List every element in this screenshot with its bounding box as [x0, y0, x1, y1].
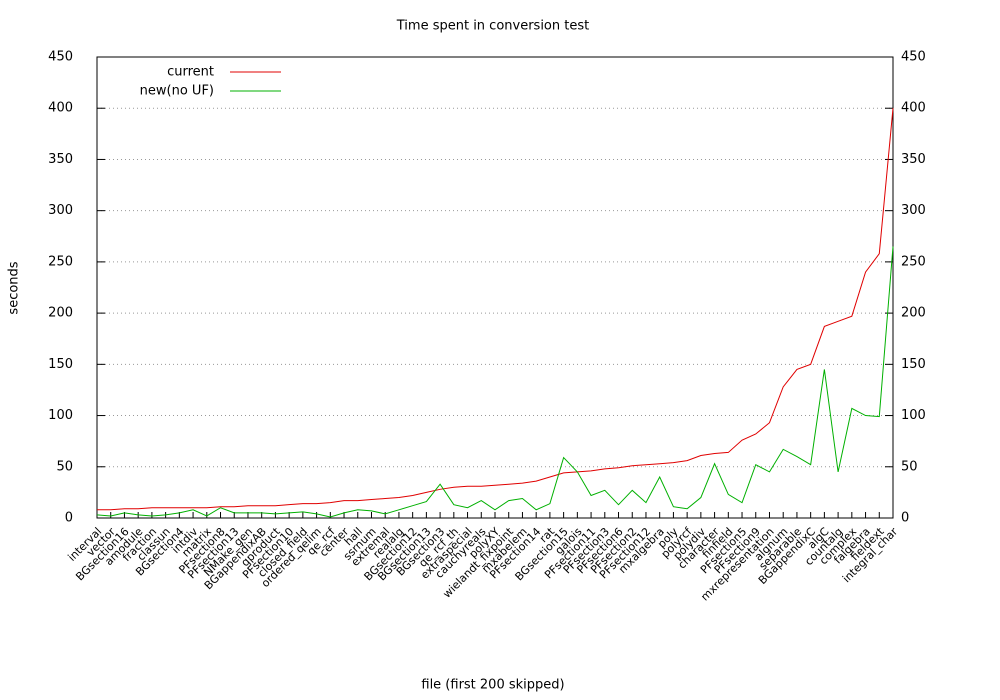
x-axis-label: file (first 200 skipped) — [421, 678, 564, 693]
y-tick-label: 0 — [65, 511, 73, 526]
y-tick-label: 450 — [48, 50, 73, 65]
y2-tick-label: 100 — [901, 408, 926, 423]
chart-title: Time spent in conversion test — [396, 19, 589, 34]
y2-tick-label: 250 — [901, 254, 926, 269]
y-tick-label: 150 — [48, 357, 73, 372]
legend-label: new(no UF) — [140, 84, 214, 99]
y2-tick-label: 150 — [901, 357, 926, 372]
y2-tick-label: 300 — [901, 203, 926, 218]
y-tick-label: 100 — [48, 408, 73, 423]
plot-border — [96, 56, 894, 519]
series-line — [96, 246, 894, 518]
y2-tick-label: 0 — [901, 511, 909, 526]
y2-tick-label: 200 — [901, 306, 926, 321]
y2-tick-label: 450 — [901, 50, 926, 65]
y2-tick-label: 350 — [901, 152, 926, 167]
series-line — [97, 108, 894, 511]
y-tick-label: 50 — [56, 459, 73, 474]
legend-label: current — [167, 65, 214, 80]
y-tick-label: 400 — [48, 101, 73, 116]
y-tick-label: 350 — [48, 152, 73, 167]
y-axis-label: seconds — [7, 261, 22, 314]
y-tick-label: 200 — [48, 306, 73, 321]
y-tick-label: 250 — [48, 254, 73, 269]
y2-tick-label: 50 — [901, 459, 918, 474]
y-tick-label: 300 — [48, 203, 73, 218]
y2-tick-label: 400 — [901, 101, 926, 116]
